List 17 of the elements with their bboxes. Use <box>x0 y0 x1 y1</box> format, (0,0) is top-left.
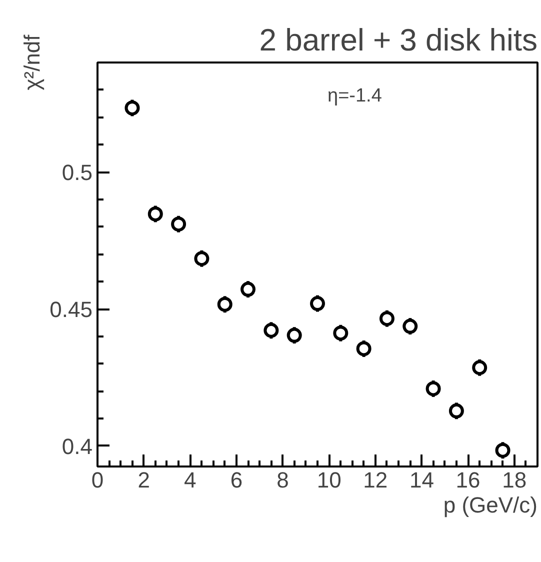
y-tick-label: 0.4 <box>62 434 93 459</box>
chart-title: 2 barrel + 3 disk hits <box>259 22 538 58</box>
x-tick-label: 2 <box>138 468 150 492</box>
x-tick-label: 18 <box>502 468 527 492</box>
x-axis-title: p (GeV/c) <box>443 492 538 518</box>
x-tick-label: 6 <box>230 468 243 492</box>
y-tick-label: 0.5 <box>62 160 93 186</box>
x-tick-label: 4 <box>184 468 196 492</box>
x-tick-label: 8 <box>276 468 289 492</box>
y-tick-label: 0.45 <box>50 297 93 322</box>
annotation: η=-1.4 <box>328 86 382 106</box>
x-tick-label: 12 <box>363 468 388 492</box>
y-axis-title: χ²/ndf <box>20 34 45 90</box>
x-tick-label: 10 <box>316 468 342 492</box>
x-tick-label: 14 <box>409 468 434 492</box>
x-tick-label: 0 <box>91 468 104 492</box>
x-tick-label: 16 <box>456 468 480 492</box>
